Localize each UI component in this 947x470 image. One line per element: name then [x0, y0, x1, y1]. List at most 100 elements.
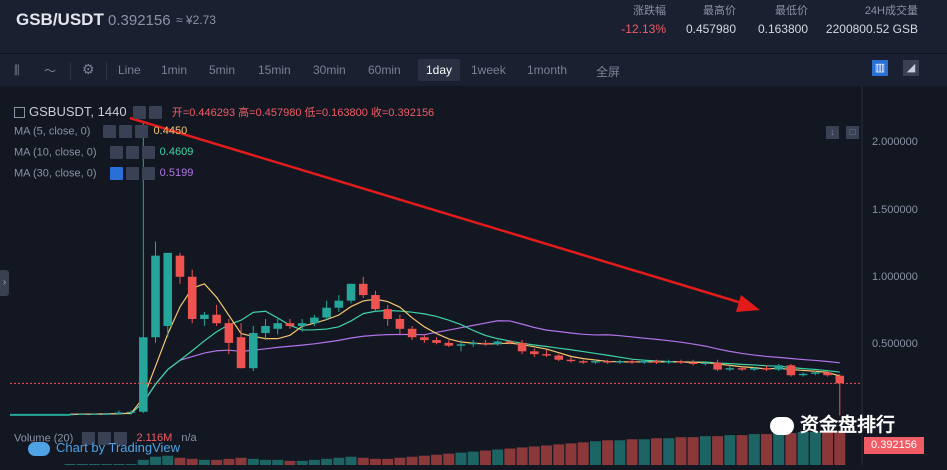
candle-body — [713, 362, 722, 370]
volume-bar — [479, 450, 491, 465]
volume-bar — [137, 459, 149, 465]
symbol-label: GSBUSDT, 1440 — [29, 104, 127, 119]
chart-toolbar: ⫼ 〜 ⚙ Line 1min 5min 15min 30min 60min 1… — [0, 53, 947, 86]
volume-bar — [797, 432, 809, 465]
eye-icon[interactable] — [109, 167, 123, 180]
candle-body — [212, 314, 221, 324]
interval-1day[interactable]: 1day — [418, 59, 461, 81]
interval-15min[interactable]: 15min — [258, 63, 291, 77]
volume-bar — [577, 442, 589, 465]
volume-bar — [516, 447, 528, 465]
tradingview-mode-icon[interactable]: ▥ — [872, 60, 888, 76]
y-tick: 1.000000 — [872, 271, 918, 283]
gear-icon[interactable] — [125, 167, 139, 180]
candle-body — [542, 354, 551, 356]
settings-icon[interactable]: ⚙ — [82, 61, 95, 77]
volume-bar — [113, 463, 125, 465]
low-value: 0.163800 — [757, 22, 808, 36]
interval-line[interactable]: Line — [118, 63, 141, 77]
y-tick: 0.500000 — [872, 338, 918, 350]
volume-bar — [614, 440, 626, 465]
volume-bar — [296, 460, 308, 465]
gear-icon[interactable] — [125, 146, 139, 159]
volume-bar — [357, 457, 369, 465]
eye-icon[interactable] — [82, 432, 96, 445]
fullscreen-button[interactable]: 全屏 — [596, 65, 621, 79]
volume-bar — [492, 449, 504, 465]
high-value: 0.457980 — [685, 22, 736, 36]
volume-bar — [712, 436, 724, 465]
interval-1min[interactable]: 1min — [161, 63, 188, 77]
last-price: 0.392156 — [108, 12, 171, 29]
volume-bar — [162, 455, 174, 465]
collapse-icon[interactable] — [14, 107, 25, 119]
ohlc-values: 开=0.446293 高=0.457980 低=0.163800 收=0.392… — [171, 107, 435, 119]
candle-body — [456, 344, 466, 346]
close-icon[interactable] — [141, 146, 155, 159]
candle-body — [77, 414, 87, 416]
candle-body — [566, 359, 576, 362]
maximize-icon[interactable]: □ — [846, 126, 859, 139]
watermark: 资金盘排行 — [770, 410, 895, 437]
ma30-label: MA (30, close, 0) — [14, 167, 97, 180]
gear-icon[interactable] — [149, 106, 163, 120]
volume-bar — [198, 459, 210, 465]
ma10-value: 0.4609 — [159, 146, 194, 159]
candle-body — [578, 361, 588, 363]
volume-bar — [736, 435, 748, 465]
candle-body — [530, 351, 539, 355]
volume-bar — [651, 438, 662, 465]
interval-60min[interactable]: 60min — [368, 63, 401, 77]
gear-icon[interactable] — [98, 432, 112, 445]
candle-body — [139, 337, 148, 412]
candle-body — [346, 283, 356, 301]
eye-icon[interactable] — [109, 146, 123, 159]
eye-icon[interactable] — [133, 106, 147, 120]
depth-chart-icon[interactable]: ◢ — [903, 60, 919, 76]
volume-bar — [394, 457, 406, 465]
close-icon[interactable] — [141, 167, 155, 180]
candle-body — [163, 252, 173, 326]
volume-bar — [235, 457, 247, 465]
side-panel-handle[interactable]: › — [0, 270, 9, 296]
candle-body — [835, 375, 845, 384]
pair-name[interactable]: GSB/USDT — [16, 10, 104, 29]
volume-bar — [809, 432, 821, 465]
volume-na: n/a — [181, 432, 197, 445]
high-label: 最高价 — [703, 5, 736, 17]
candle-body — [151, 255, 160, 338]
close-icon[interactable] — [114, 432, 128, 445]
candle-body — [407, 328, 417, 338]
interval-5min[interactable]: 5min — [209, 63, 236, 77]
line-type-icon[interactable]: 〜 — [44, 64, 57, 78]
tradingview-branding[interactable]: Chart by TradingView — [28, 440, 180, 456]
close-icon[interactable] — [135, 125, 149, 138]
candle-body — [811, 372, 820, 374]
price-chart[interactable] — [0, 86, 947, 465]
chart-area[interactable]: GSBUSDT, 1440 开=0.446293 高=0.457980 低=0.… — [0, 86, 947, 465]
volume-bar — [174, 457, 186, 465]
candle-body — [249, 333, 258, 369]
volume-bar — [541, 445, 553, 465]
volume-bar — [626, 439, 638, 465]
eye-icon[interactable] — [103, 125, 117, 138]
candle-body — [261, 325, 270, 334]
interval-1week[interactable]: 1week — [471, 63, 506, 77]
interval-30min[interactable]: 30min — [313, 63, 346, 77]
low-label: 最低价 — [775, 5, 808, 17]
volume-bar — [675, 437, 687, 465]
volume-legend: Volume (20) 2.116M n/a — [14, 432, 197, 445]
volume-bar — [443, 453, 455, 465]
candle-body — [725, 368, 735, 370]
volume-bar — [687, 437, 699, 465]
volume-bar — [406, 456, 418, 465]
candle-type-icon[interactable]: ⫼ — [14, 63, 20, 77]
y-tick: 2.000000 — [872, 136, 918, 148]
gear-icon[interactable] — [119, 125, 133, 138]
candle-body — [285, 323, 295, 326]
volume24-label: 24H成交量 — [864, 5, 918, 17]
candle-body — [749, 368, 759, 370]
move-down-icon[interactable]: ↓ — [826, 126, 839, 139]
volume-bar — [150, 456, 162, 465]
interval-1month[interactable]: 1month — [527, 63, 568, 77]
